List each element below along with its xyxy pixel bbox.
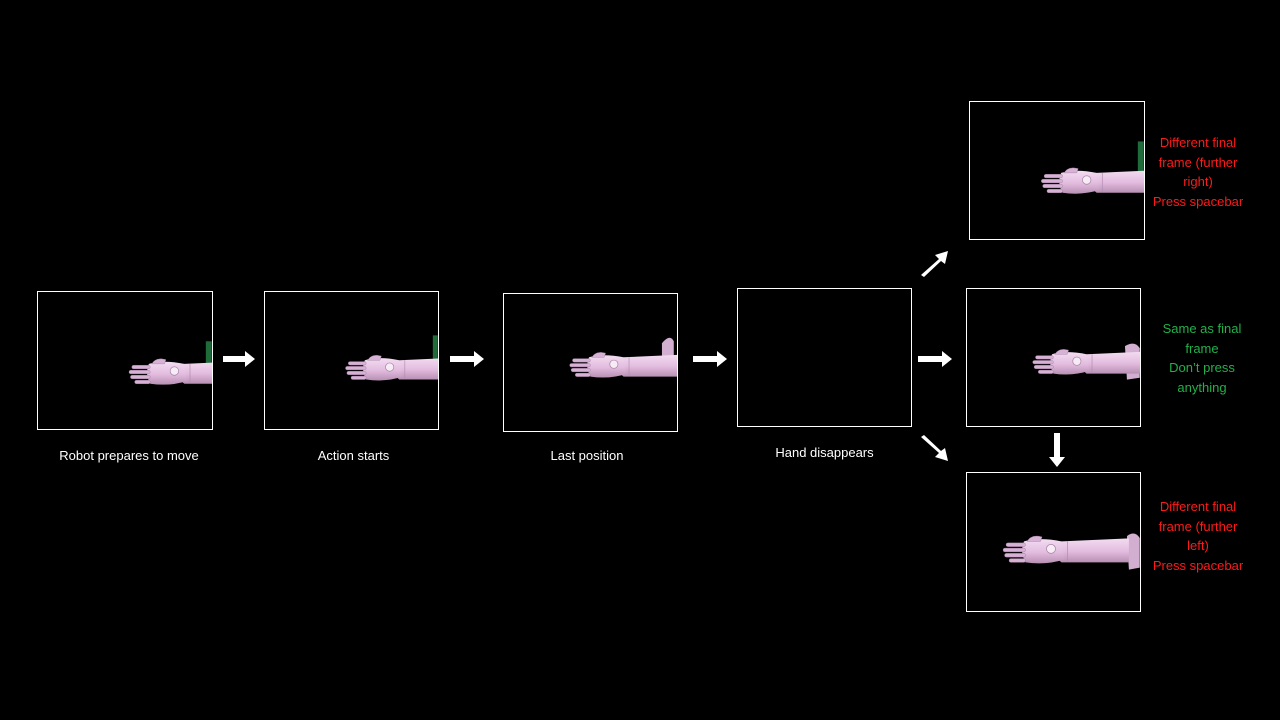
note-line: anything [1177, 379, 1227, 395]
frame-last-position [503, 293, 678, 432]
note-line: right) [1183, 174, 1213, 189]
note-line: left) [1187, 538, 1209, 553]
caption-action-starts: Action starts [317, 448, 390, 463]
frame-outcome-same [966, 288, 1141, 427]
robot-hand-image [345, 335, 438, 381]
robot-hand-image [1002, 533, 1140, 570]
arrow-right-icon [450, 351, 484, 367]
note-line: frame (further [1158, 518, 1238, 534]
note-line: Don’t press [1169, 360, 1235, 375]
frame-outcome-right [969, 101, 1145, 240]
note-line: frame [1185, 340, 1219, 356]
robot-hand-image [1040, 141, 1144, 195]
frame-action-starts [264, 291, 439, 430]
note-line: Press spacebar [1152, 557, 1244, 573]
caption-robot-prepares: Robot prepares to move [59, 448, 199, 463]
note-line: Different final [1159, 135, 1237, 150]
arrow-down-right-icon [921, 435, 948, 461]
note-line: Press spacebar [1152, 193, 1244, 209]
robot-hand-image [569, 337, 677, 378]
frame-outcome-left [966, 472, 1141, 612]
note-outcome-same: Same as final frame Don’t press anything [1152, 319, 1252, 397]
arrow-right-icon [223, 351, 255, 367]
arrow-up-right-icon [921, 251, 948, 277]
note-line: frame (further [1158, 154, 1238, 170]
note-outcome-left: Different final frame (further left) Pre… [1148, 497, 1248, 575]
caption-last-position: Last position [550, 448, 624, 463]
note-line: Different final [1159, 499, 1237, 514]
robot-hand-image [128, 341, 212, 386]
frame-hand-disappears [737, 288, 912, 427]
arrow-right-icon [918, 351, 952, 367]
caption-hand-disappears: Hand disappears [775, 445, 874, 460]
note-outcome-right: Different final frame (further right) Pr… [1148, 133, 1248, 211]
note-line: Same as final [1162, 321, 1242, 336]
robot-hand-image [1032, 343, 1140, 380]
frame-robot-prepares [37, 291, 213, 430]
arrow-right-icon [693, 351, 727, 367]
arrow-down-icon [1049, 433, 1065, 467]
